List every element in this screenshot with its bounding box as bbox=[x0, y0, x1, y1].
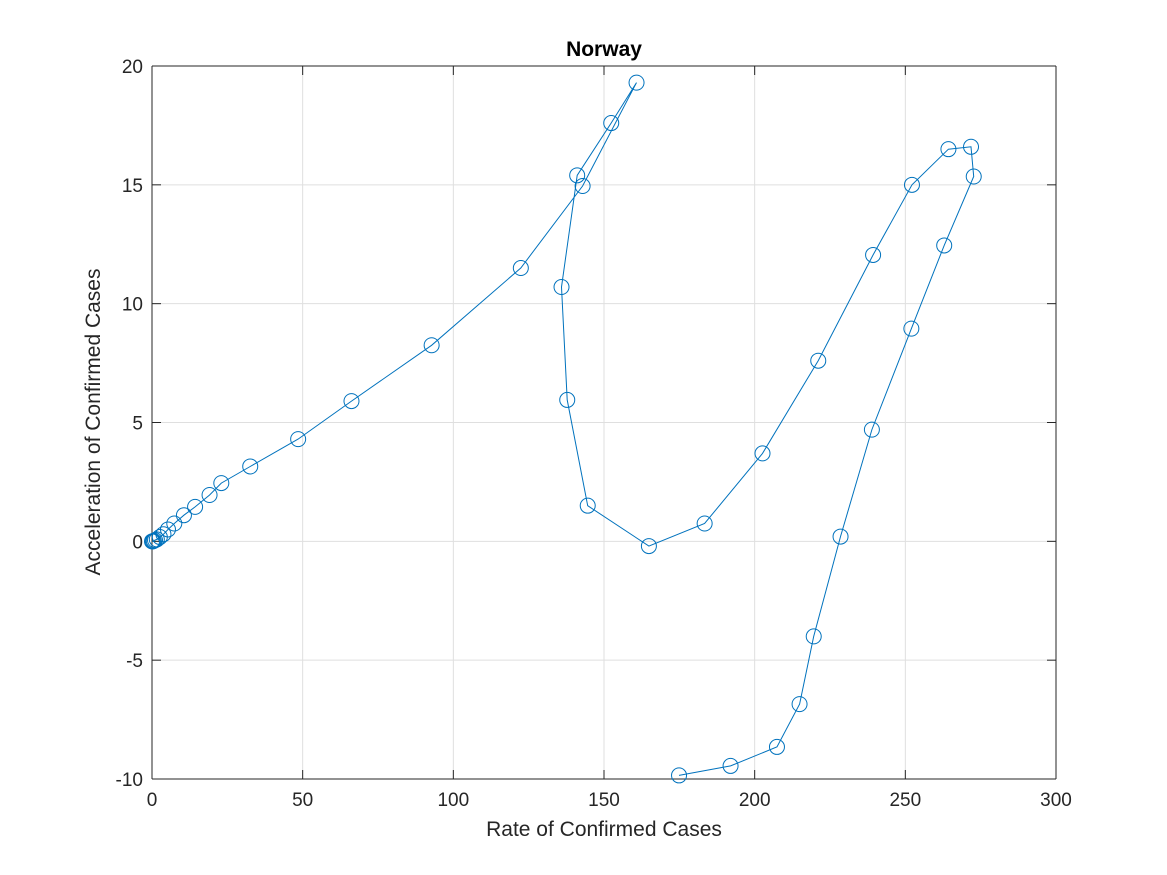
data-point bbox=[603, 115, 620, 132]
data-point bbox=[768, 738, 785, 755]
data-point bbox=[832, 528, 849, 545]
data-point bbox=[512, 260, 529, 277]
y-tick-label: 5 bbox=[132, 414, 143, 435]
y-tick-label: -5 bbox=[126, 651, 143, 672]
data-point bbox=[213, 475, 230, 492]
data-point bbox=[903, 176, 920, 193]
data-point bbox=[628, 74, 645, 91]
series-layer bbox=[144, 74, 982, 784]
y-tick-label: -10 bbox=[116, 770, 143, 791]
data-point bbox=[553, 279, 570, 296]
x-tick-label: 50 bbox=[292, 790, 313, 811]
data-point bbox=[166, 515, 183, 532]
x-tick-label: 250 bbox=[889, 790, 921, 811]
data-point bbox=[423, 337, 440, 354]
x-tick-label: 150 bbox=[588, 790, 620, 811]
data-point bbox=[155, 526, 172, 543]
data-point bbox=[791, 696, 808, 713]
x-axis-label: Rate of Confirmed Cases bbox=[486, 818, 722, 841]
data-point bbox=[940, 141, 957, 158]
data-point bbox=[579, 497, 596, 514]
data-point bbox=[722, 757, 739, 774]
x-tick-label: 100 bbox=[437, 790, 469, 811]
series-line bbox=[152, 82, 975, 776]
data-point bbox=[671, 767, 688, 784]
data-point bbox=[865, 246, 882, 263]
y-tick-label: 15 bbox=[122, 176, 143, 197]
data-point bbox=[242, 458, 259, 475]
data-point bbox=[148, 531, 165, 548]
data-point bbox=[805, 628, 822, 645]
x-tick-label: 0 bbox=[147, 790, 158, 811]
data-point bbox=[640, 538, 657, 555]
axes bbox=[151, 65, 1057, 780]
data-point bbox=[559, 391, 576, 408]
data-point bbox=[810, 352, 827, 369]
data-point bbox=[754, 445, 771, 462]
y-tick-label: 0 bbox=[132, 532, 143, 553]
chart-title: Norway bbox=[566, 38, 642, 61]
y-tick-label: 10 bbox=[122, 295, 143, 316]
x-tick-label: 200 bbox=[739, 790, 771, 811]
y-tick-label: 20 bbox=[122, 57, 143, 78]
data-point bbox=[343, 393, 360, 410]
data-point bbox=[936, 237, 953, 254]
data-point bbox=[569, 167, 586, 184]
data-point bbox=[903, 320, 920, 337]
data-point bbox=[863, 421, 880, 438]
data-point bbox=[187, 498, 204, 515]
x-tick-label: 300 bbox=[1040, 790, 1072, 811]
data-point bbox=[159, 521, 176, 538]
data-point bbox=[963, 138, 980, 155]
data-point bbox=[965, 168, 982, 185]
data-point bbox=[696, 515, 713, 532]
y-axis-label: Acceleration of Confirmed Cases bbox=[82, 269, 105, 576]
data-point bbox=[290, 431, 307, 448]
data-point bbox=[175, 507, 192, 524]
data-point bbox=[201, 486, 218, 503]
ticks: 0 50 100 150 200 250 300 -10 -5 0 5 10 15 20 bbox=[116, 57, 1072, 811]
data-point bbox=[574, 178, 591, 195]
